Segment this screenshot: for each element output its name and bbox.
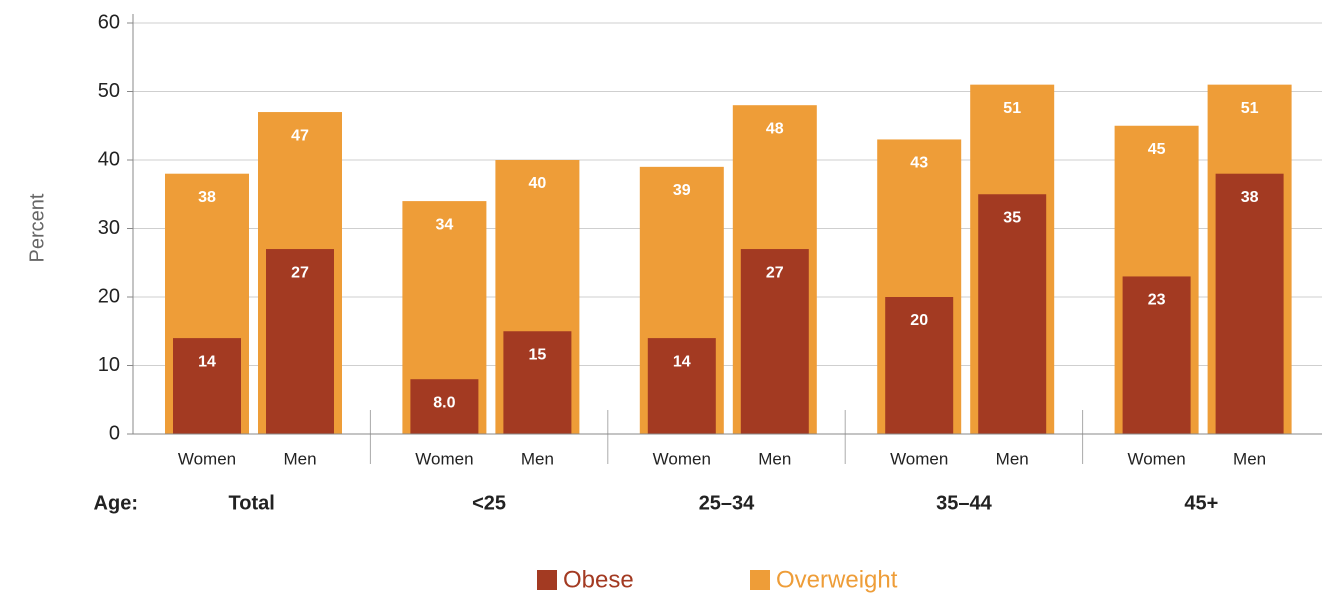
y-tick-label: 30 (98, 217, 120, 239)
value-label: 15 (529, 346, 547, 363)
value-label: 45 (1148, 141, 1166, 158)
x-tick-label: Women (178, 449, 236, 468)
group-label: 35–44 (936, 492, 992, 514)
value-label: 14 (673, 353, 691, 370)
value-label: 43 (910, 155, 928, 172)
value-label: 39 (673, 182, 691, 199)
y-axis-label: Percent (26, 193, 48, 262)
x-tick-label: Women (1127, 449, 1185, 468)
bar (1215, 173, 1284, 434)
bar (740, 249, 809, 434)
legend-label: Obese (563, 566, 634, 593)
bar (410, 379, 479, 434)
legend-label: Overweight (776, 566, 898, 593)
legend-swatch (537, 570, 557, 590)
value-label: 27 (766, 264, 784, 281)
value-label: 38 (1241, 189, 1259, 206)
bar (647, 338, 716, 434)
group-axis-label: Age: (94, 492, 138, 514)
y-tick-label: 20 (98, 285, 120, 307)
bar (885, 297, 954, 434)
value-label: 51 (1241, 100, 1259, 117)
value-label: 14 (198, 353, 216, 370)
value-label: 48 (766, 120, 784, 137)
y-tick-label: 50 (98, 80, 120, 102)
value-label: 34 (436, 216, 454, 233)
bar (173, 338, 241, 434)
y-tick-label: 10 (98, 354, 120, 376)
value-label: 40 (529, 175, 547, 192)
bar (1122, 276, 1191, 434)
bar (503, 331, 572, 434)
group-label: Total (229, 492, 275, 514)
y-tick-label: 40 (98, 148, 120, 170)
x-tick-label: Women (890, 449, 948, 468)
group-label: <25 (472, 492, 506, 514)
x-tick-label: Men (758, 449, 791, 468)
value-label: 51 (1003, 100, 1021, 117)
value-label: 38 (198, 189, 216, 206)
bar (978, 194, 1047, 434)
y-tick-label: 60 (98, 11, 120, 33)
x-tick-label: Men (996, 449, 1029, 468)
value-label: 20 (910, 312, 928, 329)
group-label: 45+ (1184, 492, 1218, 514)
x-tick-label: Women (653, 449, 711, 468)
x-tick-label: Men (521, 449, 554, 468)
y-tick-label: 0 (109, 422, 120, 444)
legend-swatch (750, 570, 770, 590)
value-label: 47 (291, 127, 309, 144)
x-tick-label: Men (283, 449, 316, 468)
value-label: 27 (291, 264, 309, 281)
value-label: 35 (1003, 209, 1021, 226)
value-label: 8.0 (433, 394, 455, 411)
value-label: 23 (1148, 292, 1166, 309)
bar (266, 249, 334, 434)
x-tick-label: Women (415, 449, 473, 468)
x-tick-label: Men (1233, 449, 1266, 468)
group-label: 25–34 (699, 492, 755, 514)
